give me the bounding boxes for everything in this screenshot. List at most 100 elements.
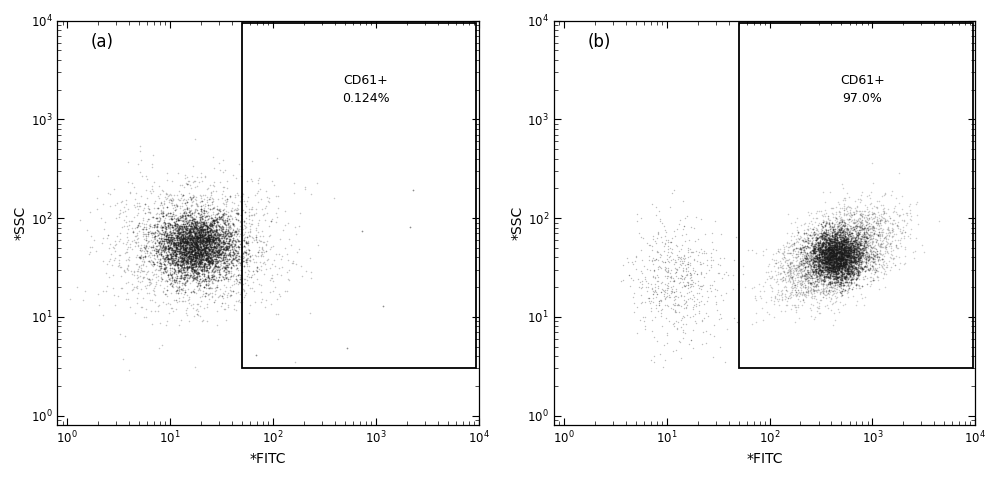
Point (194, 231, 210, 239)
Point (166, 225, 182, 233)
Point (686, 301, 702, 309)
Point (800, 268, 816, 276)
Point (209, 251, 225, 259)
Point (808, 268, 824, 276)
Point (798, 293, 814, 301)
Point (798, 252, 814, 260)
Point (824, 263, 840, 270)
Point (790, 278, 806, 286)
Point (817, 252, 833, 259)
Point (815, 282, 831, 290)
Point (840, 248, 856, 256)
Point (833, 272, 849, 280)
Point (159, 267, 175, 275)
Point (163, 235, 179, 243)
Point (178, 233, 194, 241)
Point (845, 251, 861, 258)
Point (861, 225, 877, 233)
Point (158, 248, 174, 256)
Point (816, 287, 832, 294)
Point (836, 241, 852, 249)
Point (171, 240, 187, 248)
Point (797, 269, 813, 277)
Point (832, 255, 848, 263)
Point (848, 245, 864, 252)
Point (773, 269, 789, 277)
Point (211, 245, 227, 252)
Point (835, 258, 851, 266)
Point (680, 281, 696, 289)
Point (797, 276, 813, 284)
Point (172, 235, 188, 243)
Point (849, 274, 865, 281)
Point (863, 243, 879, 251)
Point (841, 246, 857, 253)
Point (165, 210, 181, 218)
Point (142, 276, 158, 284)
Point (834, 256, 850, 264)
Point (796, 252, 812, 260)
Point (196, 254, 212, 262)
Point (833, 255, 849, 263)
Point (182, 272, 198, 280)
Point (207, 229, 223, 237)
Point (824, 272, 840, 280)
Point (857, 223, 873, 231)
Point (817, 246, 833, 253)
Point (848, 236, 864, 243)
Point (194, 250, 210, 258)
Point (802, 269, 818, 276)
Point (845, 241, 861, 249)
Point (187, 250, 203, 258)
Point (845, 271, 861, 278)
Point (849, 232, 865, 240)
Point (803, 286, 819, 293)
Point (223, 272, 239, 280)
Point (861, 231, 877, 239)
Point (803, 288, 819, 296)
Point (793, 257, 809, 265)
Point (177, 246, 193, 254)
Point (215, 252, 231, 260)
Point (808, 261, 824, 269)
Point (817, 262, 833, 269)
Point (864, 257, 880, 264)
Point (800, 262, 816, 270)
Point (805, 249, 821, 257)
Point (790, 238, 806, 246)
Point (828, 230, 844, 238)
Point (112, 229, 128, 237)
Point (802, 274, 818, 282)
Point (192, 263, 208, 271)
Point (793, 249, 809, 256)
Point (226, 262, 242, 270)
Point (829, 276, 845, 284)
Point (797, 237, 813, 245)
Point (150, 276, 166, 284)
Point (830, 262, 846, 269)
Point (695, 328, 711, 336)
Point (291, 222, 307, 230)
Point (189, 239, 205, 247)
Point (220, 267, 236, 275)
Point (853, 240, 869, 247)
Point (860, 253, 876, 261)
Point (206, 243, 222, 251)
Point (663, 288, 679, 295)
Point (177, 248, 193, 255)
Point (812, 276, 828, 283)
Point (887, 261, 903, 269)
Point (682, 280, 698, 288)
Point (826, 253, 842, 261)
Point (826, 228, 842, 236)
Point (186, 267, 202, 275)
Point (179, 240, 195, 248)
Point (848, 222, 864, 229)
Point (207, 246, 223, 253)
Point (124, 287, 140, 294)
Point (215, 253, 231, 261)
Point (841, 252, 857, 260)
Point (160, 257, 176, 265)
Point (210, 253, 226, 261)
Point (177, 251, 193, 259)
